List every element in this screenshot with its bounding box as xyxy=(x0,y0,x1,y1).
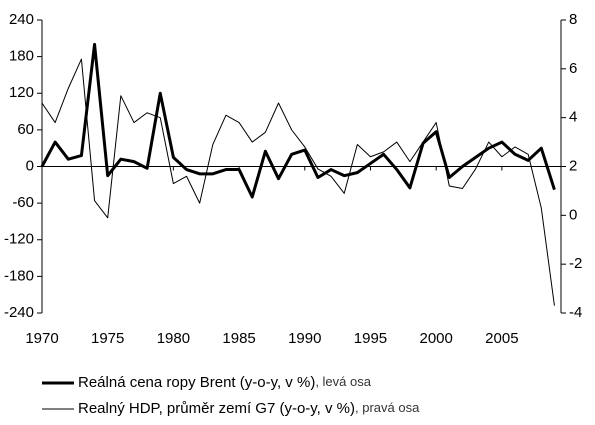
y2-tick-label: 2 xyxy=(569,157,577,174)
x-tick-label: 1990 xyxy=(288,330,321,347)
y-tick-label: -60 xyxy=(12,194,34,211)
x-tick-label: 1980 xyxy=(157,330,190,347)
x-tick-label: 1985 xyxy=(222,330,255,347)
legend-label: Reálná cena ropy Brent (y-o-y, v %) xyxy=(78,374,315,391)
legend-entry: Reálná cena ropy Brent (y-o-y, v %), lev… xyxy=(78,374,372,391)
legend-note: , levá osa xyxy=(315,374,371,389)
y2-tick-label: -4 xyxy=(569,304,582,321)
y-tick-label: 0 xyxy=(26,157,34,174)
y-tick-label: -120 xyxy=(4,231,34,248)
x-tick-label: 2000 xyxy=(419,330,452,347)
y2-tick-label: -2 xyxy=(569,255,582,272)
x-tick-label: 1970 xyxy=(25,330,58,347)
y2-tick-label: 4 xyxy=(569,109,577,126)
x-tick-label: 1975 xyxy=(91,330,124,347)
y-tick-label: -180 xyxy=(4,267,34,284)
legend-note: , pravá osa xyxy=(355,400,420,415)
series-line xyxy=(41,58,555,306)
y-tick-label: 180 xyxy=(9,48,34,65)
y2-tick-label: 6 xyxy=(569,60,577,77)
legend-label: Realný HDP, průměr zemí G7 (y-o-y, v %) xyxy=(78,400,355,417)
y-tick-label: 240 xyxy=(9,11,34,28)
y-tick-label: 120 xyxy=(9,84,34,101)
legend-entry: Realný HDP, průměr zemí G7 (y-o-y, v %),… xyxy=(78,400,420,417)
series-line xyxy=(40,42,556,199)
y-tick-label: -240 xyxy=(4,304,34,321)
y-tick-label: 60 xyxy=(17,121,34,138)
x-tick-label: 2005 xyxy=(485,330,518,347)
y2-tick-label: 0 xyxy=(569,206,577,223)
y2-tick-label: 8 xyxy=(569,11,577,28)
x-tick-label: 1995 xyxy=(354,330,387,347)
